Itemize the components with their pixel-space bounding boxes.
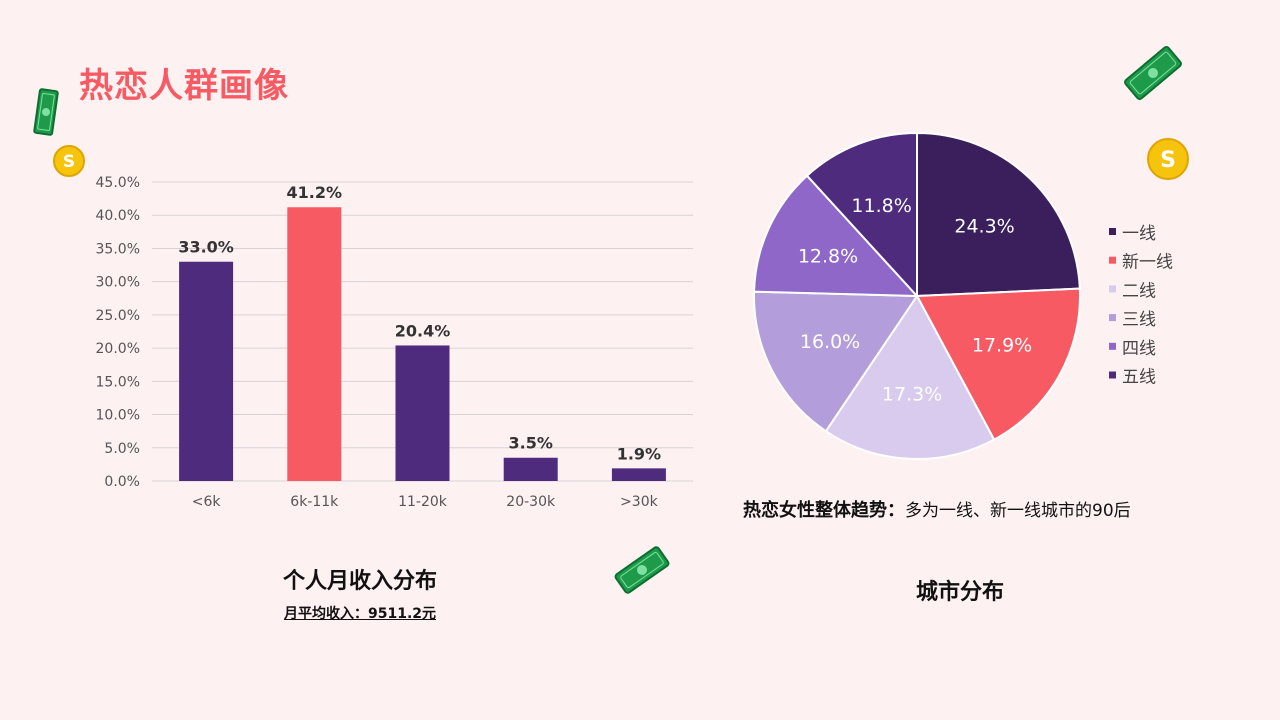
x-tick-label: 20-30k — [506, 494, 556, 510]
y-tick-label: 25.0% — [96, 308, 140, 324]
y-tick-label: 0.0% — [104, 474, 140, 490]
income-bar-chart: 0.0% 5.0% 10.0% 15.0% 20.0% 25.0% 30.0% 35.0% 40… — [96, 175, 693, 510]
pie-value-label: 16.0% — [800, 331, 860, 353]
legend-swatch — [1109, 342, 1116, 350]
bar — [287, 207, 342, 481]
legend-label: 五线 — [1122, 368, 1156, 388]
x-tick-label: 11-20k — [398, 494, 448, 510]
pie-slice — [805, 131, 918, 299]
pie-slice — [753, 290, 919, 433]
bar-value-label: 1.9% — [617, 444, 661, 463]
money-bill-icon — [614, 546, 670, 594]
bar — [611, 468, 666, 481]
bar — [503, 457, 558, 481]
pie-slice — [753, 174, 920, 298]
pie-value-label: 17.9% — [972, 334, 1032, 356]
pie-slice — [824, 294, 996, 460]
trend-statement: 热恋女性整体趋势：多为一线、新一线城市的90后 — [743, 496, 1131, 522]
coin-icon: S — [53, 145, 85, 177]
bar-value-label: 41.2% — [287, 183, 343, 202]
y-tick-label: 40.0% — [96, 208, 140, 224]
pie-value-label: 12.8% — [798, 245, 858, 267]
legend-swatch — [1109, 285, 1116, 293]
bar — [179, 261, 234, 481]
bar-value-label: 20.4% — [395, 321, 451, 340]
city-pie-chart: 24.3% 17.9% 17.3% 16.0% 12.8% 11.8% 一线新一线二线三线四… — [753, 131, 1173, 460]
legend-label: 三线 — [1122, 310, 1156, 330]
trend-text: 多为一线、新一线城市的90后 — [905, 501, 1131, 521]
pie-slice — [916, 131, 1081, 298]
pie-value-label: 17.3% — [882, 384, 942, 406]
legend-label: 新一线 — [1122, 253, 1173, 273]
bar — [395, 345, 450, 481]
legend-label: 四线 — [1122, 339, 1156, 359]
x-tick-label: >30k — [620, 494, 659, 510]
y-tick-label: 35.0% — [96, 241, 140, 257]
average-income-text: 月平均收入：9511.2元 — [283, 606, 437, 622]
pie-value-label: 11.8% — [851, 195, 911, 217]
x-tick-label: 6k-11k — [290, 494, 339, 510]
page-title: 热恋人群画像 — [79, 66, 289, 106]
svg-text:S: S — [1160, 148, 1176, 173]
y-tick-label: 45.0% — [96, 175, 140, 191]
legend-swatch — [1109, 371, 1116, 379]
bar-value-label: 3.5% — [509, 434, 553, 453]
y-tick-label: 30.0% — [96, 275, 140, 291]
y-tick-label: 10.0% — [96, 408, 140, 424]
trend-label: 热恋女性整体趋势： — [743, 500, 905, 521]
bar-value-label: 33.0% — [178, 238, 234, 257]
pie-value-label: 24.3% — [954, 215, 1014, 237]
money-bill-icon — [1124, 46, 1182, 100]
svg-text:S: S — [63, 152, 75, 172]
legend-swatch — [1109, 314, 1116, 322]
legend-swatch — [1109, 256, 1116, 264]
y-tick-label: 20.0% — [96, 341, 140, 357]
y-tick-label: 15.0% — [96, 374, 140, 390]
legend-label: 一线 — [1122, 224, 1156, 244]
legend-label: 二线 — [1122, 281, 1156, 301]
coin-icon: S — [1147, 138, 1189, 180]
x-tick-label: <6k — [192, 494, 222, 510]
pie-chart-title: 城市分布 — [915, 580, 1004, 605]
legend-swatch — [1109, 228, 1116, 235]
y-tick-label: 5.0% — [104, 441, 140, 457]
bar-chart-title: 个人月收入分布 — [282, 569, 437, 594]
bar-chart-subtitle: 月平均收入：9511.2元 — [230, 603, 490, 623]
pie-slice — [915, 287, 1081, 441]
money-bill-icon — [33, 88, 59, 136]
